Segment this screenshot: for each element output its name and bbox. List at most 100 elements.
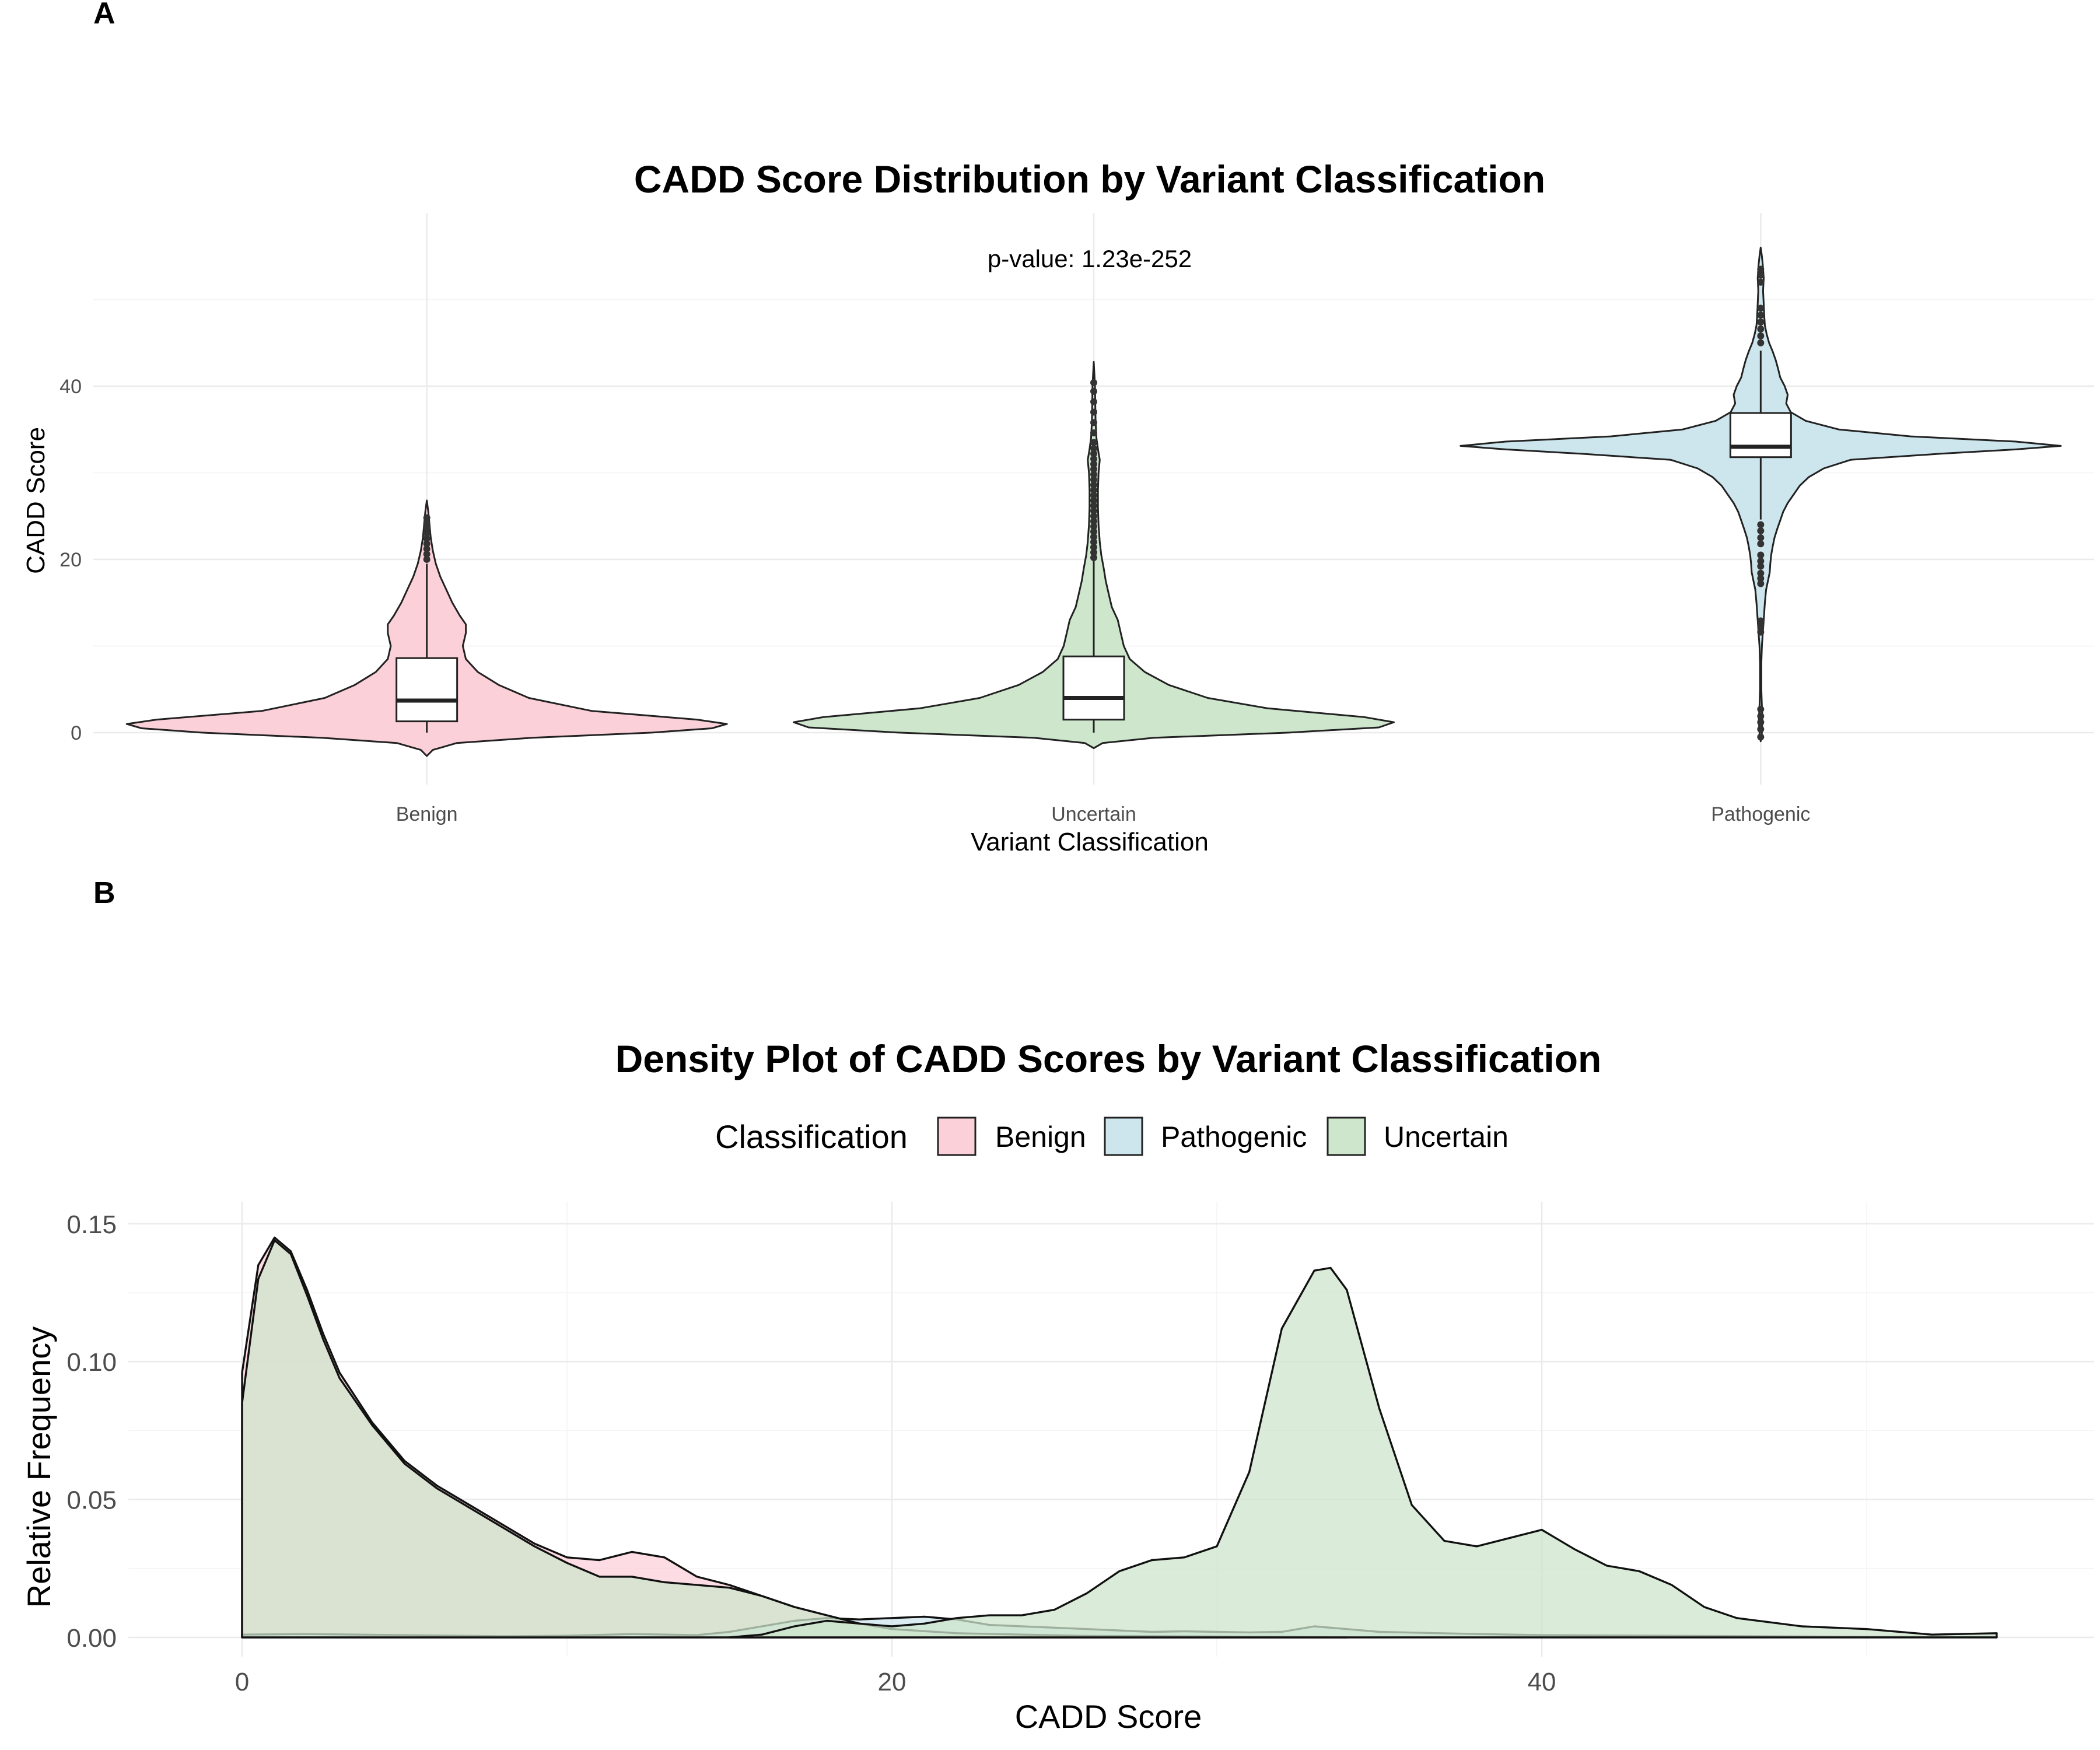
outlier-point [1757,318,1765,326]
outlier-point [1090,429,1097,437]
legend-label-uncertain: Uncertain [1384,1121,1508,1153]
outlier-point [1757,575,1765,582]
density-chart-y-ticks: 0.00 0.05 0.10 0.15 [66,1210,117,1653]
violin-benign [125,499,728,757]
outlier-point [1757,622,1765,630]
panel-tag-a: A [93,0,116,30]
legend-swatch-uncertain [1326,1116,1366,1156]
violin-chart-marks [125,246,2062,757]
outlier-point [423,514,430,522]
outlier-point [1090,528,1097,536]
legend-title: Classification [715,1118,908,1155]
x-tick-label: Benign [396,803,458,825]
outlier-point [1757,557,1765,565]
outlier-point [1090,487,1097,494]
outlier-point [423,519,430,527]
outlier-point [1757,265,1765,273]
x-tick-label: 20 [878,1668,907,1696]
outlier-point [1090,492,1097,499]
outlier-point [1090,538,1097,546]
outlier-point [423,540,430,548]
outlier-point [1090,481,1097,489]
outlier-point [423,545,430,553]
legend-swatch-pathogenic [1104,1116,1143,1156]
outlier-point [1757,562,1765,570]
outlier-point [1757,540,1765,548]
y-tick-label: 0.15 [66,1210,117,1239]
x-tick-label: 0 [235,1668,249,1696]
y-tick-label: 40 [60,376,82,398]
x-tick-label: 40 [1528,1668,1556,1696]
outlier-point [1090,387,1097,395]
box-benign [396,657,459,723]
violin-chart-panel: CADD Score Distribution by Variant Class… [22,158,2094,856]
y-tick-label: 0.05 [66,1486,117,1515]
outlier-point [1090,398,1097,405]
outlier-point [1757,332,1765,340]
outlier-point [423,535,430,542]
outlier-point [1757,569,1765,577]
violin-chart-x-axis-title: Variant Classification [971,828,1209,856]
density-chart-x-ticks: 0 20 40 [235,1668,1556,1696]
outlier-point [1090,444,1097,452]
outlier-point [1757,733,1765,741]
density-chart-marks [241,1236,1998,1639]
outlier-point [1090,544,1097,551]
x-tick-label: Pathogenic [1711,803,1810,825]
density-chart-panel: Density Plot of CADD Scores by Variant C… [20,1037,2094,1735]
outlier-point [1090,471,1097,478]
outlier-point [1757,278,1765,286]
density-chart-y-axis-title: Relative Frequency [20,1326,57,1608]
box-uncertain [1062,655,1125,721]
outlier-point [1090,549,1097,556]
outlier-point [1090,476,1097,484]
legend-swatch-benign [937,1116,977,1156]
outlier-point [1090,554,1097,561]
panel-tag-b: B [93,876,116,910]
outlier-point [1090,507,1097,514]
box-pathogenic [1729,412,1792,459]
density-chart-legend: Classification Benign Pathogenic Uncerta… [715,1116,1508,1156]
outlier-point [423,555,430,563]
outlier-point [423,524,430,532]
outlier-point [1090,502,1097,509]
outlier-point [1757,580,1765,587]
y-tick-label: 0.00 [66,1624,117,1653]
violin-chart-y-axis-title: CADD Score [22,427,50,574]
outlier-point [1090,439,1097,446]
outlier-point [423,551,430,558]
outlier-point [1757,705,1765,713]
y-tick-label: 0.10 [66,1348,117,1377]
outlier-point [1757,719,1765,726]
outlier-point [1757,312,1765,319]
outlier-point [1090,379,1097,387]
outlier-point [1757,551,1765,559]
violin-chart-title: CADD Score Distribution by Variant Class… [634,158,1545,201]
density-area-uncertain-3 [728,1266,1998,1639]
outlier-point [1757,521,1765,528]
outlier-point [1090,533,1097,541]
violin-chart-x-ticks: Benign Uncertain Pathogenic [396,803,1811,825]
outlier-point [1757,339,1765,346]
outlier-point [1757,712,1765,720]
outlier-point [1090,408,1097,416]
y-tick-label: 20 [60,549,82,571]
violin-pathogenic [1460,246,2062,743]
outlier-point [1090,450,1097,457]
violin-uncertain [793,360,1395,750]
x-tick-label: Uncertain [1051,803,1136,825]
violin-chart-y-ticks: 0 20 40 [60,376,82,744]
outlier-point [1757,617,1765,625]
outlier-point [423,530,430,537]
outlier-point [1757,304,1765,312]
outlier-point [1757,325,1765,332]
outlier-point [1090,460,1097,468]
outlier-point [1090,496,1097,504]
outlier-point [1090,455,1097,463]
legend-label-pathogenic: Pathogenic [1161,1121,1307,1153]
outlier-point [1757,725,1765,733]
outlier-point [1090,512,1097,520]
p-value-annotation: p-value: 1.23e-252 [988,245,1192,272]
legend-label-benign: Benign [995,1121,1086,1153]
outlier-point [1757,534,1765,541]
